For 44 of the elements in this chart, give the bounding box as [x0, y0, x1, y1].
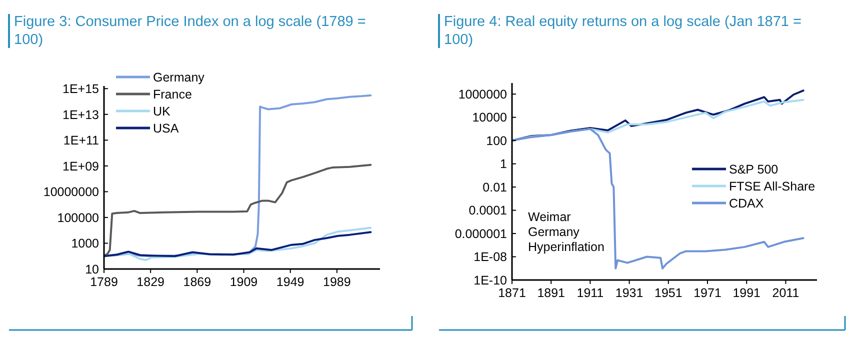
y-tick-label: 1E+11 — [63, 134, 100, 148]
y-tick-label: 1E-08 — [474, 250, 508, 264]
y-tick-label: 1 — [500, 157, 508, 172]
line-series — [104, 231, 372, 258]
legend-label: S&P 500 — [729, 162, 778, 176]
x-tick-label: 1989 — [323, 275, 351, 289]
chart-title: Figure 4: Real equity returns on a log scale (Jan 1871 = 100) — [444, 14, 802, 48]
y-tick-label: 1E+09 — [62, 159, 100, 174]
x-tick-label: 1911 — [576, 286, 604, 300]
y-tick-label: 1E+13 — [62, 108, 100, 122]
x-tick-label: 1951 — [654, 286, 682, 300]
y-tick-label: 10000 — [472, 110, 508, 125]
y-tick-label: 0.01 — [482, 180, 508, 194]
annotation: Weimar Germany Hyperinflation — [528, 210, 604, 254]
y-tick-label: 100 — [486, 134, 508, 148]
chart-title: Figure 3: Consumer Price Index on a log scale (1789 = 100) — [14, 14, 366, 48]
x-tick-label: 1891 — [537, 286, 566, 300]
y-tick-label: 1000 — [71, 236, 100, 251]
line-series — [104, 164, 372, 258]
legend-label: USA — [153, 121, 180, 136]
y-tick-label: 1E-10 — [474, 273, 508, 288]
y-tick-label: 10 — [85, 262, 100, 276]
y-tick-label: 1000000 — [458, 87, 508, 102]
line-series — [512, 90, 804, 142]
x-tick-label: 2011 — [772, 286, 800, 300]
x-tick-label: 1931 — [615, 286, 644, 300]
x-tick-label: 1909 — [230, 275, 258, 289]
y-tick-label: 100000 — [57, 210, 100, 225]
legend-label: CDAX — [729, 196, 764, 210]
legend-label: FTSE All-Share — [729, 179, 816, 194]
y-tick-label: 1E+15 — [62, 82, 100, 96]
legend-label: UK — [153, 104, 172, 118]
x-tick-label: 1971 — [694, 286, 722, 300]
y-tick-label: 0.0001 — [468, 204, 508, 218]
x-tick-label: 1871 — [498, 286, 526, 300]
x-tick-label: 1949 — [276, 275, 304, 289]
x-tick-label: 1789 — [90, 275, 118, 289]
legend-label: Germany — [153, 70, 206, 84]
x-tick-label: 1829 — [136, 275, 165, 289]
legend-label: France — [153, 87, 192, 102]
y-tick-label: 10000000 — [43, 185, 100, 200]
y-tick-label: 0.000001 — [454, 226, 508, 241]
x-tick-label: 1869 — [183, 275, 212, 289]
x-tick-label: 1991 — [732, 286, 761, 300]
